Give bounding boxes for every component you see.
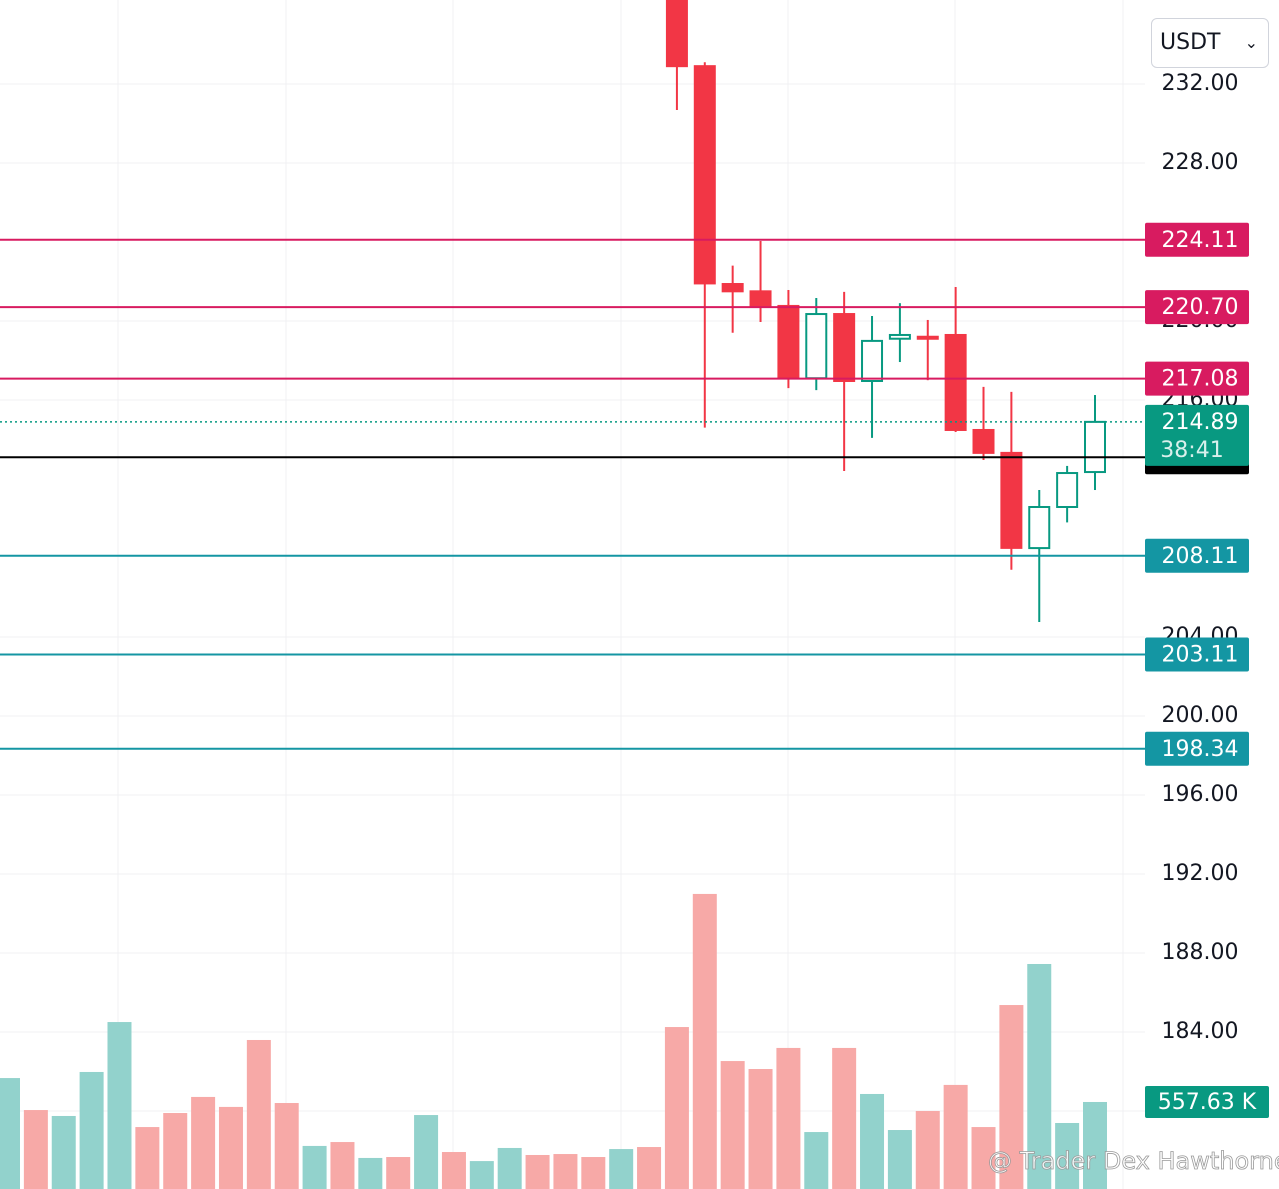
volume-bar bbox=[107, 1022, 132, 1189]
volume-bar bbox=[943, 1084, 968, 1189]
level-label: 203.11 bbox=[1162, 643, 1239, 668]
level-label-box bbox=[1145, 637, 1249, 672]
y-tick-label: 228.00 bbox=[1162, 150, 1239, 175]
volume-bar bbox=[51, 1115, 76, 1189]
volume-bar bbox=[804, 1132, 829, 1189]
countdown: 38:41 bbox=[1160, 438, 1223, 463]
level-label-box bbox=[1145, 290, 1249, 325]
volume-bar bbox=[832, 1047, 857, 1189]
watermark: @ Trader Dex Hawthorne bbox=[988, 1147, 1279, 1175]
volume-bar bbox=[887, 1130, 912, 1189]
volume-bar bbox=[79, 1071, 104, 1189]
level-label: 208.11 bbox=[1162, 544, 1239, 569]
volume-bar bbox=[776, 1047, 801, 1189]
volume-bar bbox=[0, 1078, 20, 1189]
volume-bar bbox=[748, 1069, 773, 1189]
currency-label: USDT bbox=[1160, 30, 1221, 55]
volume-bar bbox=[191, 1096, 216, 1189]
candle-body bbox=[777, 304, 800, 380]
volume-bar bbox=[1055, 1122, 1080, 1189]
volume-bar bbox=[971, 1127, 996, 1189]
volume-bar bbox=[553, 1154, 578, 1189]
volume-bar bbox=[999, 1005, 1024, 1189]
candle-body bbox=[1000, 451, 1023, 549]
volume-bar bbox=[860, 1093, 885, 1189]
volume-bar bbox=[218, 1106, 243, 1189]
candle-body bbox=[888, 333, 911, 340]
candle-body bbox=[749, 290, 772, 308]
y-tick-label: 232.00 bbox=[1162, 71, 1239, 96]
volume-bar bbox=[330, 1142, 355, 1189]
chevron: ⌄ bbox=[1244, 33, 1258, 52]
volume-bar bbox=[581, 1157, 606, 1189]
level-label-box bbox=[1145, 538, 1249, 573]
level-label: 198.34 bbox=[1162, 737, 1239, 762]
volume-bar bbox=[358, 1157, 383, 1189]
y-tick-label: 188.00 bbox=[1162, 940, 1239, 965]
candle-body bbox=[665, 0, 688, 68]
volume-bar bbox=[441, 1152, 466, 1189]
y-tick-label: 196.00 bbox=[1162, 782, 1239, 807]
volume-bar bbox=[525, 1154, 550, 1189]
volume-label: 557.63 K bbox=[1158, 1090, 1257, 1115]
candle-body bbox=[861, 339, 884, 382]
volume-bar bbox=[274, 1103, 299, 1189]
candle-body bbox=[693, 65, 716, 285]
volume-bar bbox=[609, 1149, 634, 1189]
volume-bar bbox=[386, 1157, 411, 1189]
volume-bar bbox=[302, 1145, 327, 1189]
volume-bar bbox=[497, 1147, 522, 1189]
candle-body bbox=[721, 283, 744, 293]
candle-body bbox=[972, 428, 995, 454]
last-price-box bbox=[1145, 404, 1249, 466]
level-label: 220.70 bbox=[1162, 295, 1239, 320]
volume-bar bbox=[915, 1110, 940, 1189]
candle-body bbox=[944, 333, 967, 431]
volume-bar bbox=[637, 1147, 662, 1189]
volume-bar bbox=[1027, 963, 1052, 1189]
level-label: 224.11 bbox=[1162, 228, 1239, 253]
candle-body bbox=[1028, 506, 1051, 550]
candle-body bbox=[805, 313, 828, 380]
currency-select[interactable]: USDT ⌄ bbox=[1151, 18, 1269, 68]
level-label-box bbox=[1145, 731, 1249, 766]
time-grid bbox=[117, 0, 1124, 1189]
candle-body bbox=[916, 335, 939, 340]
volume-bar bbox=[414, 1115, 439, 1189]
y-tick-label: 200.00 bbox=[1162, 703, 1239, 728]
volume-label-box bbox=[1145, 1085, 1269, 1118]
volume-bar bbox=[469, 1161, 494, 1189]
y-tick-label: 184.00 bbox=[1162, 1019, 1239, 1044]
candle-body bbox=[833, 313, 856, 382]
candle-body bbox=[1084, 420, 1106, 474]
last-price-label: 214.89 bbox=[1162, 410, 1239, 435]
level-label-box bbox=[1145, 361, 1249, 396]
volume-bar bbox=[720, 1061, 745, 1189]
level-label: 217.08 bbox=[1162, 367, 1239, 392]
volume-bar bbox=[135, 1127, 160, 1189]
volume-bar bbox=[246, 1039, 271, 1189]
volume-bar bbox=[692, 893, 717, 1189]
level-label-box bbox=[1145, 222, 1249, 257]
volume-bar bbox=[23, 1110, 48, 1189]
candle-body bbox=[1056, 472, 1079, 509]
y-tick-label: 192.00 bbox=[1162, 861, 1239, 886]
volume-bar bbox=[1083, 1101, 1107, 1189]
volume-bar bbox=[664, 1027, 689, 1189]
volume-bar bbox=[163, 1113, 188, 1189]
